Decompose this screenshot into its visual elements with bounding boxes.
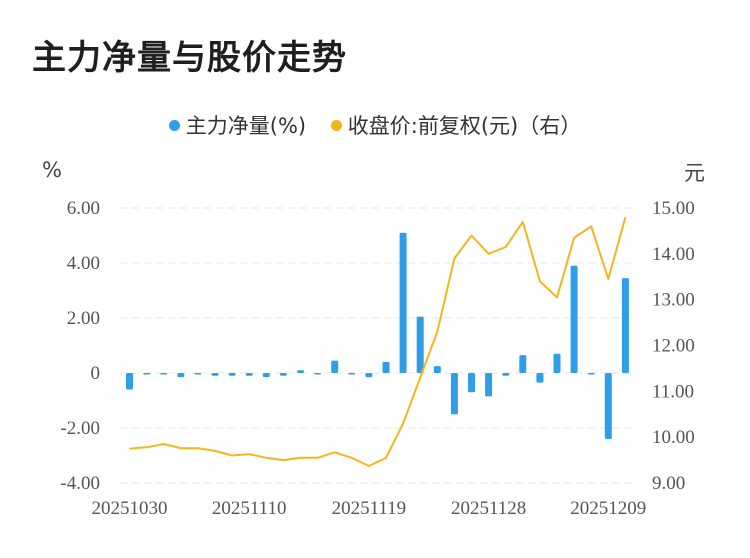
net-volume-bar (399, 232, 407, 373)
chart-title: 主力净量与股价走势 (32, 38, 347, 78)
net-volume-bar (314, 373, 322, 375)
right-axis-tick-label: 14.00 (652, 244, 695, 265)
net-volume-bar (160, 373, 168, 375)
net-volume-bar (194, 373, 202, 375)
right-axis-unit: 元 (684, 161, 705, 185)
net-volume-bar (553, 353, 561, 373)
net-volume-bar (143, 373, 151, 375)
right-axis-tick-label: 13.00 (652, 290, 695, 311)
left-axis-tick-label: 4.00 (67, 253, 100, 274)
net-volume-bar (468, 373, 475, 393)
net-volume-bar (331, 360, 339, 373)
net-volume-bar (570, 265, 578, 373)
left-axis-tick-label: 6.00 (67, 198, 100, 219)
net-volume-bar (279, 373, 287, 376)
x-axis-tick-label: 20251209 (570, 498, 646, 519)
left-axis-tick-label: -4.00 (60, 473, 100, 494)
net-volume-bar (211, 373, 219, 376)
net-volume-bar (433, 366, 441, 373)
left-axis-unit: % (42, 158, 62, 182)
net-volume-bar (416, 316, 424, 373)
left-axis-tick-label: 2.00 (67, 308, 100, 329)
legend: 主力净量(%) 收盘价:前复权(元)（右） (0, 110, 750, 140)
net-volume-bar (536, 373, 544, 383)
close-price-line (129, 216, 627, 467)
left-axis-tick-label: 0 (91, 363, 101, 384)
net-volume-bar (297, 370, 304, 373)
x-axis-tick-label: 20251030 (92, 498, 168, 519)
legend-dot-net-volume (168, 120, 180, 131)
x-axis-tick-label: 20251119 (332, 498, 407, 519)
right-axis-tick-label: 11.00 (652, 381, 694, 402)
net-volume-bar (228, 373, 236, 376)
legend-item-close-price[interactable]: 收盘价:前复权(元)（右） (330, 110, 582, 140)
net-volume-bar (365, 373, 373, 378)
right-axis-tick-label: 15.00 (652, 198, 695, 219)
x-axis-tick-label: 20251110 (212, 498, 287, 519)
net-volume-bar (348, 373, 356, 375)
left-axis-tick-label: -2.00 (60, 418, 100, 439)
net-volume-bar (621, 278, 629, 373)
net-volume-bar (519, 355, 527, 373)
x-axis-tick-label: 20251128 (451, 498, 526, 519)
net-volume-bar (450, 373, 458, 415)
right-axis-tick-label: 9.00 (652, 473, 685, 494)
legend-dot-close-price (330, 120, 342, 131)
net-volume-bar (604, 373, 612, 439)
net-volume-bar (126, 373, 133, 390)
legend-item-net-volume[interactable]: 主力净量(%) (168, 110, 307, 140)
net-volume-bar (245, 373, 253, 376)
right-axis-tick-label: 12.00 (652, 336, 695, 357)
legend-label-net-volume: 主力净量(%) (185, 114, 307, 138)
net-volume-bar (262, 373, 270, 378)
net-volume-bar (485, 373, 493, 397)
net-volume-bar (382, 362, 390, 373)
legend-label-close-price: 收盘价:前复权(元)（右） (347, 114, 582, 138)
net-volume-bar (587, 373, 595, 375)
net-volume-bar (502, 373, 510, 376)
net-volume-bar (177, 373, 185, 378)
right-axis-tick-label: 10.00 (652, 427, 695, 448)
